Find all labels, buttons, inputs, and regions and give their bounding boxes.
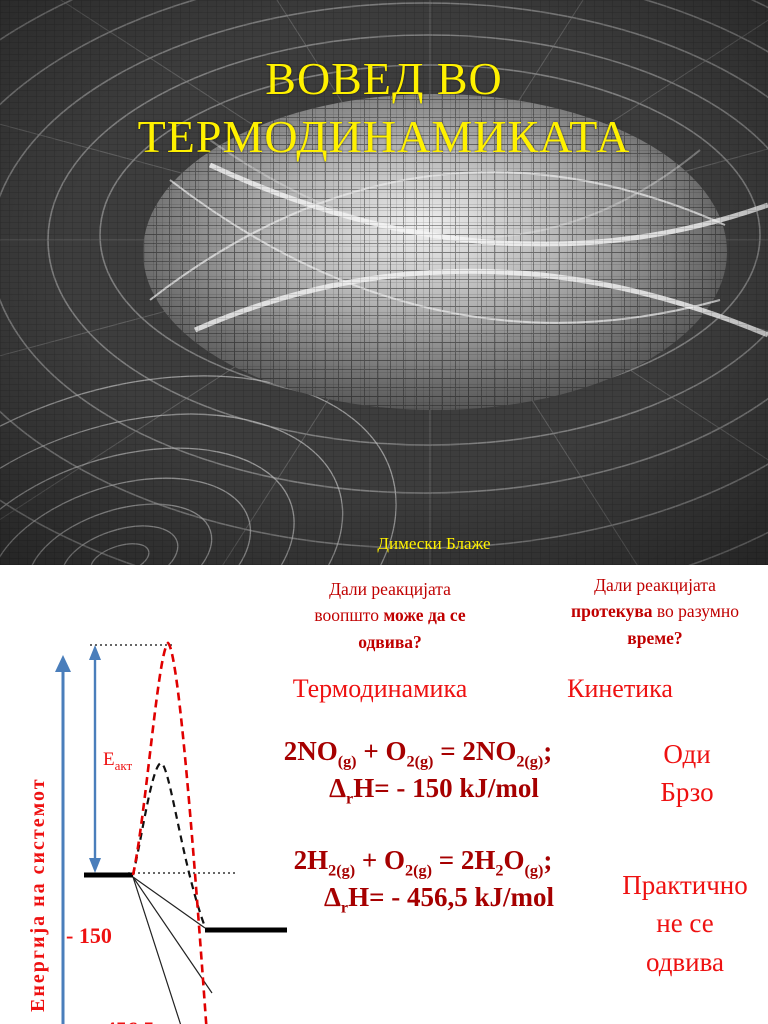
question-right-line1: Дали реакцијата <box>594 575 716 595</box>
reaction-2-verdict-line2: не се <box>656 908 714 939</box>
slide-title-line1: ВОВЕД ВО <box>265 53 503 104</box>
red-dashed-curve <box>131 641 208 1024</box>
question-left-line3: одвива? <box>358 631 422 652</box>
reaction-2-formula: 2H2(g) + O2(g) = 2H2O(g); <box>293 845 553 880</box>
question-kinetics: Дали реакцијата протекува во разумно вре… <box>540 572 768 651</box>
question-right-line2: протекува во разумно <box>571 601 739 622</box>
reaction-2-verdict-line1: Практично <box>622 870 748 900</box>
vignette-overlay <box>0 0 768 565</box>
black-dashed-curve <box>131 761 207 928</box>
hero-image-area: ВОВЕД ВО ТЕРМОДИНАМИКАТА Димески Блаже <box>0 0 768 565</box>
question-right-line3: време? <box>627 627 683 648</box>
activation-arrow-bottom-head <box>89 858 101 873</box>
author-name: Димески Блаже <box>377 534 491 553</box>
correlation-line-3 <box>132 876 182 1024</box>
energy-axis-label: Енергија на системот <box>27 777 49 1012</box>
reaction-2-verdict: Практично не се одвива <box>605 866 765 981</box>
question-thermodynamics: Дали реакцијата воопшто може да се одвив… <box>275 576 505 655</box>
heading-kinetics: Кинетика <box>567 674 673 703</box>
minus-456-label: - 456,5 <box>92 1017 154 1024</box>
reaction-1-verdict-line1: Оди <box>663 739 711 769</box>
activation-energy-label: Еакт <box>103 749 133 773</box>
activation-arrow-top-head <box>89 645 101 660</box>
torus-mesh-image <box>0 0 768 565</box>
correlation-line-1 <box>132 876 206 929</box>
slide-title-line2: ТЕРМОДИНАМИКАТА <box>137 110 631 162</box>
energy-diagram: Енергија на системот Еакт - 150 - 456,5 <box>27 641 287 1024</box>
reaction-1-verdict-line2: Брзо <box>660 777 714 808</box>
energy-axis-arrowhead <box>55 655 71 672</box>
reaction-1-verdict: Оди Брзо <box>622 735 752 812</box>
reaction-1-enthalpy: ΔrH= - 150 kJ/mol <box>329 773 539 808</box>
slide-title: ВОВЕД ВО ТЕРМОДИНАМИКАТА <box>0 50 768 166</box>
question-left-line1: Дали реакцијата <box>329 579 451 599</box>
minus-150-label: - 150 <box>66 923 112 948</box>
reaction-2-equation: 2H2(g) + O2(g) = 2H2O(g); ΔrH= - 456,5 k… <box>248 842 598 917</box>
reaction-1-equation: 2NO(g) + O2(g) = 2NO2(g); ΔrH= - 150 kJ/… <box>248 733 588 808</box>
question-left-line2: воопшто може да се <box>314 605 466 626</box>
reaction-1-formula: 2NO(g) + O2(g) = 2NO2(g); <box>283 736 553 771</box>
correlation-line-2 <box>132 876 213 994</box>
reaction-2-enthalpy: ΔrH= - 456,5 kJ/mol <box>323 882 554 917</box>
reaction-2-verdict-line3: одвива <box>645 946 725 977</box>
heading-thermodynamics: Термодинамика <box>292 674 468 703</box>
